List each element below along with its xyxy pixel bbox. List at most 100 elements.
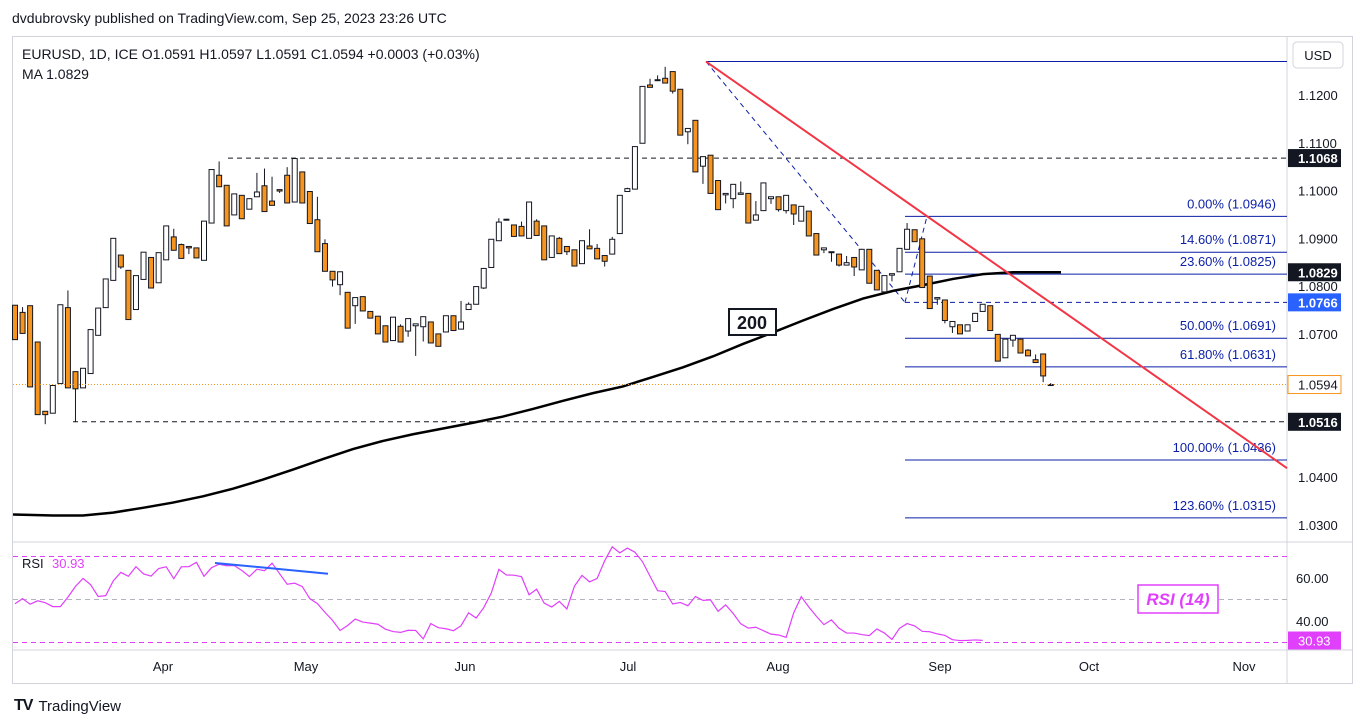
candle-body [972,312,979,322]
candle-body [223,184,230,227]
candle-body [1017,338,1024,354]
candle-body [306,191,313,225]
candle-body [427,321,434,344]
candle-body [125,269,132,321]
candle-body [662,77,669,84]
candle-body [548,235,555,258]
fib-level-label: 61.80% (1.0631) [1180,347,1276,362]
fib-anchor-diagonal [904,216,928,303]
candle-body [465,303,472,311]
candle-body [442,315,449,333]
fib-level-label: 14.60% (1.0871) [1180,232,1276,247]
candle-body [488,238,495,268]
ma-200-label: 200 [737,313,767,333]
currency-button-label: USD [1304,48,1331,63]
candle-body [1025,349,1032,357]
time-axis-tick: Oct [1079,659,1100,674]
candle-body [117,254,124,268]
price-axis-tick: 1.0900 [1298,231,1338,246]
price-tag-label: 1.1068 [1298,151,1338,166]
currency-button[interactable]: USD [1292,41,1344,69]
candle-body [321,243,328,272]
symbol-ohlc-line: EURUSD, 1D, ICE O1.0591 H1.0597 L1.0591 … [22,46,480,62]
candle-body [768,196,774,200]
price-axis-tick: 1.1200 [1298,88,1338,103]
price-tag [1287,375,1342,395]
candle-body [352,297,359,307]
rsi-title: RSI [22,556,44,571]
candle-body [586,245,593,250]
candle-body [563,245,570,253]
candle-body [80,367,87,389]
candle-body [737,192,744,195]
candle-body [367,310,374,319]
footer: TV TradingView [14,697,121,715]
time-axis-tick: Apr [153,659,174,674]
candle-body [208,169,215,224]
time-axis-tick: Nov [1232,659,1256,674]
candle-body [669,71,676,92]
candle-body [609,238,616,255]
candle-body [390,316,396,342]
fib-level-label: 50.00% (1.0691) [1180,318,1276,333]
candle-body [730,183,737,200]
price-tag-label: 1.0829 [1298,265,1338,280]
candle-body [699,156,706,167]
candle-body [964,324,971,332]
candle-body [178,244,185,259]
price-tag [1288,293,1341,312]
candle-body [987,305,994,332]
candle-body [919,238,926,289]
candle-body [201,220,207,261]
candle-body [397,325,404,343]
price-axis-tick: 1.1000 [1298,184,1338,199]
candle-body [503,218,510,221]
fib-level-label: 0.00% (1.0946) [1187,196,1276,211]
candle-body [639,85,646,144]
candle-body [1002,338,1009,359]
candle-body [193,247,200,259]
candle-body [314,219,321,253]
price-axis-tick: 1.0300 [1298,518,1338,533]
candle-body [132,275,139,311]
candle-body [495,221,502,242]
candle-body [291,158,298,203]
candle-body [926,275,933,310]
price-axis-tick: 1.0800 [1298,279,1338,294]
candle-body [533,220,540,236]
candle-body [148,256,155,289]
candle-body [253,191,260,198]
candle-body [110,237,117,281]
candle-body [238,194,245,220]
candle-body [957,324,963,335]
candle-body [276,189,283,192]
candle-body [896,247,903,273]
candle-body [12,304,18,341]
candle-body [624,188,631,193]
candle-body [1032,359,1039,364]
candle-body [579,240,585,265]
candle-body [435,333,442,347]
time-axis-tick: May [294,659,319,674]
moving-average-200-line [12,271,1061,517]
candle-body [934,297,941,300]
candle-body [911,229,918,243]
candle-body [745,192,752,224]
candle-body [34,341,41,416]
publisher-credit: dvdubrovsky published on TradingView.com… [12,10,447,26]
candle-body [979,303,986,312]
rsi-line [14,545,983,642]
candle-body [1009,334,1016,341]
candle-body [526,201,533,239]
candle-body [949,320,956,328]
ma-200-label-box [728,308,777,336]
candle-body [155,252,162,284]
candle-body [828,251,835,254]
candle-body [647,84,654,88]
candle-body [994,333,1001,362]
candle-body [374,315,381,335]
candle-body [269,200,276,206]
candle-body [616,194,623,235]
candle-body [677,88,684,136]
